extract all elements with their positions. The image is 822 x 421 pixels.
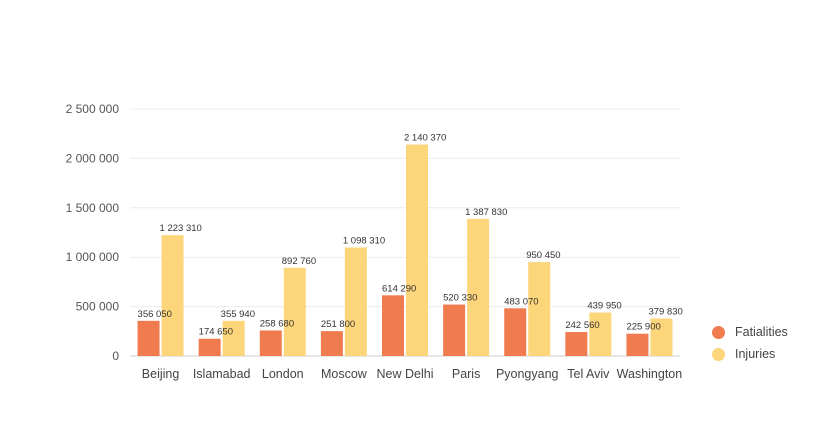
legend-label-fatalities: Fatialities (735, 325, 788, 339)
legend: Fatialities Injuries (712, 321, 788, 365)
data-label-injuries: 1 098 310 (343, 235, 385, 246)
data-label-fatalities: 251 800 (321, 319, 355, 330)
legend-label-injuries: Injuries (735, 347, 776, 361)
data-label-injuries: 950 450 (526, 250, 560, 261)
legend-item-injuries[interactable]: Injuries (712, 343, 788, 365)
bar-injuries (467, 218, 490, 356)
bar-fatalities (504, 308, 527, 356)
data-label-fatalities: 174 650 (199, 327, 233, 338)
data-label-fatalities: 225 900 (626, 322, 660, 333)
y-tick-label: 1 000 000 (66, 250, 120, 264)
x-tick-label: Pyongyang (496, 367, 559, 381)
bar-injuries (528, 262, 551, 356)
bar-injuries (406, 144, 428, 356)
bar-fatalities (320, 331, 343, 356)
data-label-fatalities: 520 330 (443, 293, 477, 304)
data-label-fatalities: 483 070 (504, 296, 538, 307)
bar-injuries (222, 320, 245, 356)
data-labels: 356 050 1 223 310 174 650 355 940 258 680 892… (138, 133, 683, 338)
x-tick-label: Beijing (142, 367, 180, 381)
x-tick-label: Tel Aviv (567, 367, 610, 381)
y-tick-label: 2 500 000 (66, 102, 120, 116)
y-tick-label: 0 (112, 349, 119, 363)
bar-injuries (650, 318, 673, 356)
gridlines (130, 108, 680, 357)
data-label-fatalities: 614 290 (382, 283, 416, 294)
x-tick-label: Moscow (321, 367, 368, 381)
data-label-injuries: 1 387 830 (465, 207, 507, 218)
bar-injuries (344, 247, 367, 356)
data-label-fatalities: 356 050 (138, 309, 172, 320)
y-tick-label: 1 500 000 (66, 201, 120, 215)
legend-swatch-injuries (712, 347, 725, 361)
x-tick-label: Islamabad (193, 367, 251, 381)
x-tick-label: Paris (452, 367, 480, 381)
data-label-injuries: 439 950 (587, 301, 621, 312)
x-tick-label: London (262, 367, 304, 381)
x-tick-label: New Delhi (377, 367, 434, 381)
bars (137, 144, 673, 356)
legend-item-fatalities[interactable]: Fatialities (712, 321, 788, 343)
data-label-injuries: 892 760 (282, 256, 316, 267)
bar-fatalities (259, 330, 282, 356)
y-tick-label: 2 000 000 (66, 151, 120, 165)
data-label-fatalities: 258 680 (260, 318, 294, 329)
bar-fatalities (565, 332, 588, 356)
data-label-injuries: 2 140 370 (404, 133, 446, 144)
bar-fatalities (137, 320, 160, 356)
y-axis-ticks: 0 500 000 1 000 000 1 500 000 2 000 000 2 500… (66, 102, 120, 363)
bar-fatalities (198, 338, 221, 356)
data-label-injuries: 355 940 (221, 309, 255, 320)
x-axis-labels: Beijing Islamabad London Moscow New Delhi Par… (142, 367, 682, 381)
bar-fatalities (443, 304, 466, 356)
data-label-injuries: 379 830 (648, 306, 682, 317)
x-tick-label: Washington (617, 367, 683, 381)
bar-injuries (161, 235, 184, 356)
legend-swatch-fatalities (712, 325, 725, 339)
bar-fatalities (626, 333, 649, 356)
data-label-injuries: 1 223 310 (160, 223, 202, 234)
data-label-fatalities: 242 560 (565, 320, 599, 331)
bar-injuries (283, 267, 306, 356)
bar-fatalities (382, 295, 404, 356)
y-tick-label: 500 000 (76, 300, 120, 314)
bar-injuries (589, 312, 612, 356)
